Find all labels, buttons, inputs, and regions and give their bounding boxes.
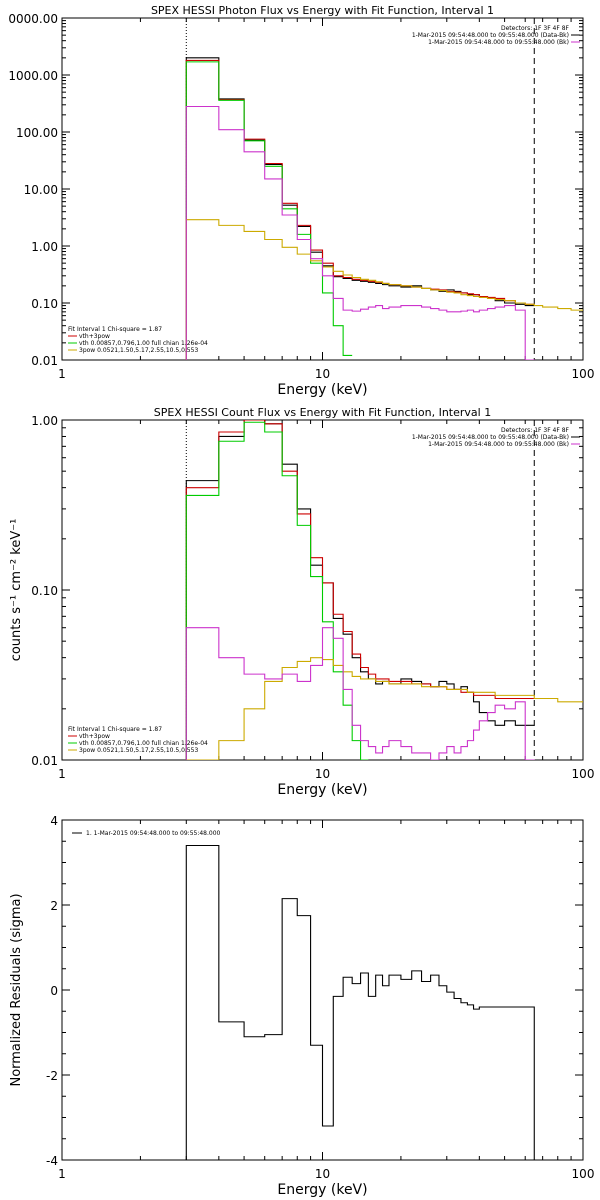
legend-entry: vth 0.00857,0.796,1.00 full chian 1.26e-…: [79, 740, 208, 747]
legend-entry: 3pow 0.0521,1.50,5.17,2.55,10.5,0.553: [79, 347, 198, 354]
chart-photon: SPEX HESSI Photon Flux vs Energy with Fi…: [8, 4, 594, 398]
legend-entry: 1-Mar-2015 09:54:48.000 to 09:55:48.000 …: [428, 39, 569, 46]
legend-entry: 3pow 0.0521,1.50,5.17,2.55,10.5,0.553: [79, 747, 198, 754]
series-data_bk: [185, 57, 535, 360]
x-tick-label: 10: [315, 767, 330, 781]
legend-entry: Detectors: 1F 3F 4F 8F: [501, 427, 570, 434]
x-tick-label: 100: [572, 1167, 595, 1181]
y-tick-label: 2: [50, 899, 58, 913]
chart-count: SPEX HESSI Count Flux vs Energy with Fit…: [9, 406, 594, 798]
y-tick-label: 1.00: [31, 414, 58, 428]
series-data_bk: [185, 420, 535, 760]
x-axis-label: Energy (keV): [277, 1182, 367, 1198]
y-tick-label: 1000.00: [8, 69, 58, 83]
x-tick-label: 100: [572, 767, 595, 781]
y-tick-label: 1.00: [31, 240, 58, 254]
plot-frame: [61, 17, 584, 361]
y-tick-label: 0: [50, 984, 58, 998]
legend-entry: 1-Mar-2015 09:54:48.000 to 09:55:48.000 …: [428, 441, 569, 448]
series-pow3: [185, 657, 583, 760]
x-tick-label: 1: [58, 767, 66, 781]
y-axis-label: Normalized Residuals (sigma): [9, 893, 24, 1086]
chart-title: SPEX HESSI Count Flux vs Energy with Fit…: [154, 406, 491, 419]
y-tick-label: -4: [46, 1154, 58, 1168]
series-vth: [185, 61, 353, 360]
series-bk: [185, 627, 535, 760]
series-vth_3pow: [185, 59, 535, 360]
y-tick-label: -2: [46, 1069, 58, 1083]
legend-entry: vth+3pow: [79, 333, 110, 340]
y-tick-label: 0.01: [31, 754, 58, 768]
series-bk: [185, 105, 535, 360]
legend-entry: 1-Mar-2015 09:54:48.000 to 09:55:48.000 …: [412, 32, 569, 39]
legend-entry: Detectors: 1F 3F 4F 8F: [501, 25, 570, 32]
y-tick-label: 0000.00: [8, 12, 58, 26]
legend-entry: vth 0.00857,0.796,1.00 full chian 1.26e-…: [79, 340, 208, 347]
y-tick-label: 0.01: [31, 354, 58, 368]
y-tick-label: 10.00: [24, 183, 58, 197]
legend-entry: vth+3pow: [79, 733, 110, 740]
series-pow3: [185, 219, 583, 360]
legend-entry: 1. 1-Mar-2015 09:54:48.000 to 09:55:48.0…: [86, 830, 221, 837]
chart-resid: 1 10 100 -4 -2 0 2 4 Energy (keV) Normalized Resi…: [9, 814, 594, 1198]
x-axis-label: Energy (keV): [277, 782, 367, 798]
x-tick-label: 10: [315, 1167, 330, 1181]
series-vth: [185, 421, 369, 760]
legend-entry: Fit Interval 1 Chi-square = 1.87: [68, 726, 162, 733]
x-tick-label: 1: [58, 367, 66, 381]
x-tick-label: 10: [315, 367, 330, 381]
series-group: [185, 420, 583, 760]
x-axis-label: Energy (keV): [277, 382, 367, 398]
series-group: [185, 57, 583, 360]
chart-title: SPEX HESSI Photon Flux vs Energy with Fi…: [151, 4, 494, 17]
y-tick-label: 4: [50, 814, 58, 828]
series-residuals: [185, 844, 535, 1160]
series-group: [185, 844, 535, 1160]
y-axis-label: counts s⁻¹ cm⁻² keV⁻¹: [9, 519, 24, 662]
x-tick-label: 1: [58, 1167, 66, 1181]
series-vth_3pow: [185, 420, 535, 760]
y-tick-label: 0.10: [31, 584, 58, 598]
y-tick-label: 100.00: [16, 126, 58, 140]
y-tick-label: 0.10: [31, 297, 58, 311]
legend-entry: 1-Mar-2015 09:54:48.000 to 09:55:48.000 …: [412, 434, 569, 441]
legend-entry: Fit Interval 1 Chi-square = 1.87: [68, 326, 162, 333]
x-tick-label: 100: [572, 367, 595, 381]
